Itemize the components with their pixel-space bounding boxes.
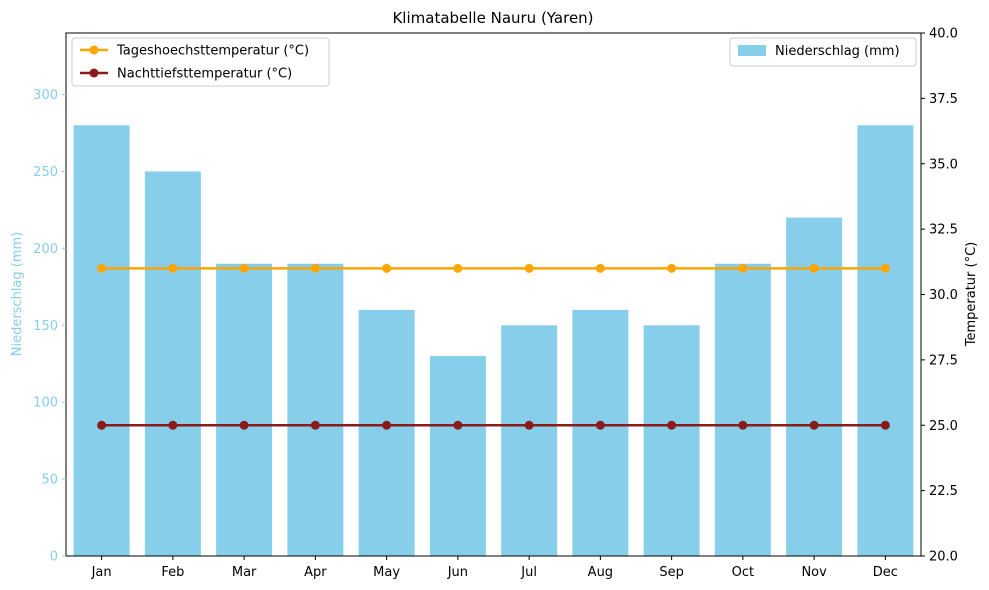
x-tick-label: Apr <box>304 565 327 580</box>
y-right-tick-label: 27.5 <box>929 353 958 368</box>
series-1-point-oct <box>738 263 748 273</box>
bar-jul <box>501 325 558 556</box>
series-2-point-jul <box>524 420 534 430</box>
temperature-lines <box>97 263 890 430</box>
legend-marker <box>89 68 99 78</box>
y-right-tick-label: 30.0 <box>929 288 958 303</box>
series-2-point-sep <box>667 420 677 430</box>
bar-jun <box>429 356 486 556</box>
y-right-tick-label: 20.0 <box>929 550 958 565</box>
bar-sep <box>643 325 700 556</box>
x-tick-label: Aug <box>588 565 613 580</box>
x-tick-label: Mar <box>232 565 257 580</box>
x-tick-label: Jun <box>447 565 468 580</box>
x-tick-label: Oct <box>732 565 754 580</box>
legend-temperature: Tageshoechsttemperatur (°C) Nachttiefstte… <box>71 37 330 87</box>
y-left-tick-label: 300 <box>33 88 58 103</box>
axes: Jan Feb Mar Apr May Jun Jul Aug Sep Oct Nov Dec 0 50 1… <box>33 27 958 581</box>
legend-frame <box>71 37 330 87</box>
chart-title: Klimatabelle Nauru (Yaren) <box>392 9 593 27</box>
series-1-point-mar <box>239 263 249 273</box>
series-2-point-jun <box>453 420 463 430</box>
x-tick-label: Feb <box>161 565 184 580</box>
y-right-tick-label: 35.0 <box>929 157 958 172</box>
series-2-point-feb <box>168 420 178 430</box>
bar-feb <box>144 171 201 557</box>
bar-mar <box>216 263 273 556</box>
legend-label: Tageshoechsttemperatur (°C) <box>116 44 309 59</box>
y-left-tick-label: 150 <box>33 319 58 334</box>
series-1-point-aug <box>595 263 605 273</box>
series-1-point-dec <box>880 263 890 273</box>
bar-apr <box>287 263 344 556</box>
series-1-point-nov <box>809 263 819 273</box>
y-left-tick-label: 50 <box>41 473 58 488</box>
y-right-tick-label: 32.5 <box>929 223 958 238</box>
x-tick-label: Nov <box>801 565 827 580</box>
y-left-tick-label: 100 <box>33 396 58 411</box>
bar-oct <box>714 263 771 556</box>
series-2-point-may <box>382 420 392 430</box>
y-left-label: Niederschlag (mm) <box>10 232 25 357</box>
legend-precipitation: Niederschlag (mm) <box>729 37 917 67</box>
x-tick-label: May <box>373 565 400 580</box>
series-2-point-mar <box>239 420 249 430</box>
x-tick-label: Jan <box>91 565 112 580</box>
x-tick-label: Jul <box>520 565 537 580</box>
bar-dec <box>857 125 914 556</box>
legend-frame <box>729 37 917 67</box>
y-left-tick-label: 250 <box>33 165 58 180</box>
legend-label: Nachttiefsttemperatur (°C) <box>117 67 292 82</box>
y-left-tick-label: 0 <box>50 550 58 565</box>
precipitation-bars <box>73 125 914 557</box>
x-tick-label: Dec <box>873 565 898 580</box>
series-1-point-jun <box>453 263 463 273</box>
series-1-point-apr <box>310 263 320 273</box>
bar-jan <box>73 125 130 556</box>
x-tick-label: Sep <box>659 565 684 580</box>
y-right-tick-label: 37.5 <box>929 92 958 107</box>
series-2-point-aug <box>595 420 605 430</box>
series-1-point-sep <box>667 263 677 273</box>
series-2-point-apr <box>310 420 320 430</box>
series-2-point-oct <box>738 420 748 430</box>
bar-may <box>358 309 415 556</box>
legend-bar-swatch <box>738 45 766 56</box>
series-1-point-jul <box>524 263 534 273</box>
y-right-tick-label: 25.0 <box>929 419 958 434</box>
y-left-tick-label: 200 <box>33 242 58 257</box>
bar-aug <box>572 309 629 556</box>
y-right-tick-label: 22.5 <box>929 484 958 499</box>
series-2-point-jan <box>97 420 107 430</box>
series-2-point-dec <box>880 420 890 430</box>
series-1-point-may <box>382 263 392 273</box>
legend-label: Niederschlag (mm) <box>775 44 900 59</box>
series-2-point-nov <box>809 420 819 430</box>
bar-nov <box>786 217 843 556</box>
y-right-label: Temperatur (°C) <box>964 242 979 348</box>
y-right-tick-label: 40.0 <box>929 27 958 42</box>
series-1-point-jan <box>97 263 107 273</box>
legend-marker <box>89 45 99 55</box>
series-1-point-feb <box>168 263 178 273</box>
